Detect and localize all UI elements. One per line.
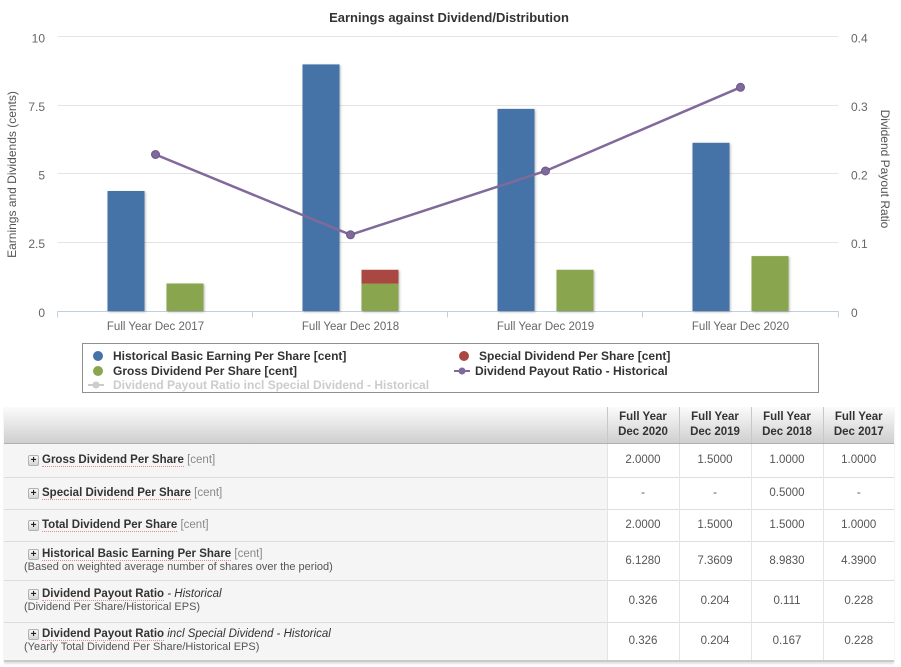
svg-text:Dividend Payout Ratio: Dividend Payout Ratio — [878, 110, 892, 229]
svg-text:0.4: 0.4 — [851, 32, 868, 46]
svg-text:7.5: 7.5 — [28, 100, 45, 114]
svg-text:Full Year Dec 2018: Full Year Dec 2018 — [302, 321, 399, 333]
svg-text:2.5: 2.5 — [28, 237, 45, 251]
svg-text:5: 5 — [38, 169, 45, 183]
svg-text:10: 10 — [32, 32, 46, 46]
svg-text:Full Year Dec 2020: Full Year Dec 2020 — [692, 321, 789, 333]
svg-text:0.3: 0.3 — [851, 100, 868, 114]
svg-text:0.2: 0.2 — [851, 169, 868, 183]
svg-text:0.1: 0.1 — [851, 237, 868, 251]
svg-text:Full Year Dec 2017: Full Year Dec 2017 — [107, 321, 204, 333]
svg-text:Earnings against Dividend/Dist: Earnings against Dividend/Distribution — [329, 10, 569, 25]
svg-text:0: 0 — [38, 306, 45, 320]
svg-text:Earnings and Dividends (cents): Earnings and Dividends (cents) — [5, 91, 19, 258]
svg-text:0: 0 — [851, 306, 858, 320]
svg-text:Full Year Dec 2019: Full Year Dec 2019 — [497, 321, 594, 333]
